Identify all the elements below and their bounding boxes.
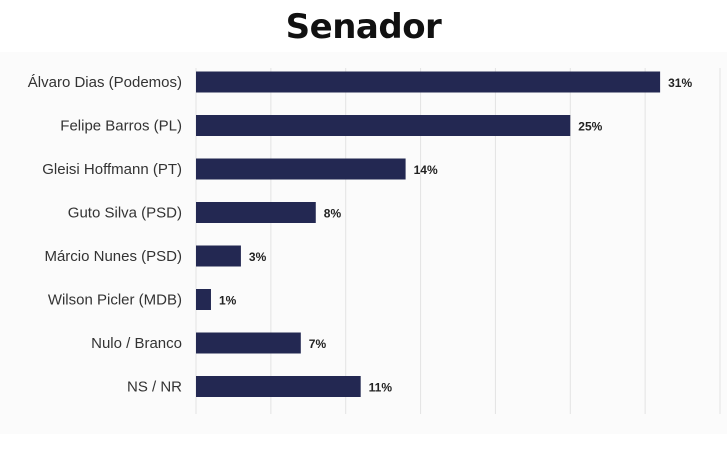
category-label: Gleisi Hoffmann (PT) (42, 161, 182, 178)
value-label: 3% (249, 250, 267, 264)
category-label: Wilson Picler (MDB) (48, 292, 182, 309)
bar (196, 289, 211, 310)
chart-title: Senador (285, 7, 442, 47)
chart-panel: Álvaro Dias (Podemos) Felipe Barros (PL) G… (0, 52, 727, 434)
bars (196, 71, 661, 397)
category-labels: Álvaro Dias (Podemos) Felipe Barros (PL) G… (28, 74, 182, 396)
value-label: 8% (324, 207, 342, 221)
value-label: 25% (578, 120, 602, 134)
value-label: 7% (309, 337, 327, 351)
bar (196, 115, 571, 136)
category-label: Nulo / Branco (91, 335, 182, 352)
category-label: NS / NR (127, 379, 182, 396)
value-label: 14% (414, 163, 438, 177)
bar (196, 158, 406, 180)
value-label: 31% (668, 76, 692, 90)
bar (196, 332, 301, 354)
value-labels: 31% 25% 14% 8% 3% 1% 7% 11% (219, 76, 692, 395)
category-label: Guto Silva (PSD) (68, 205, 182, 222)
bar (196, 376, 361, 397)
bar (196, 245, 241, 267)
bar (196, 202, 316, 223)
category-label: Márcio Nunes (PSD) (44, 248, 182, 265)
category-label: Felipe Barros (PL) (60, 118, 182, 135)
category-label: Álvaro Dias (Podemos) (28, 74, 182, 91)
value-label: 1% (219, 294, 237, 308)
bar-chart: Álvaro Dias (Podemos) Felipe Barros (PL) G… (28, 68, 721, 414)
value-label: 11% (369, 381, 393, 395)
bar (196, 71, 661, 93)
